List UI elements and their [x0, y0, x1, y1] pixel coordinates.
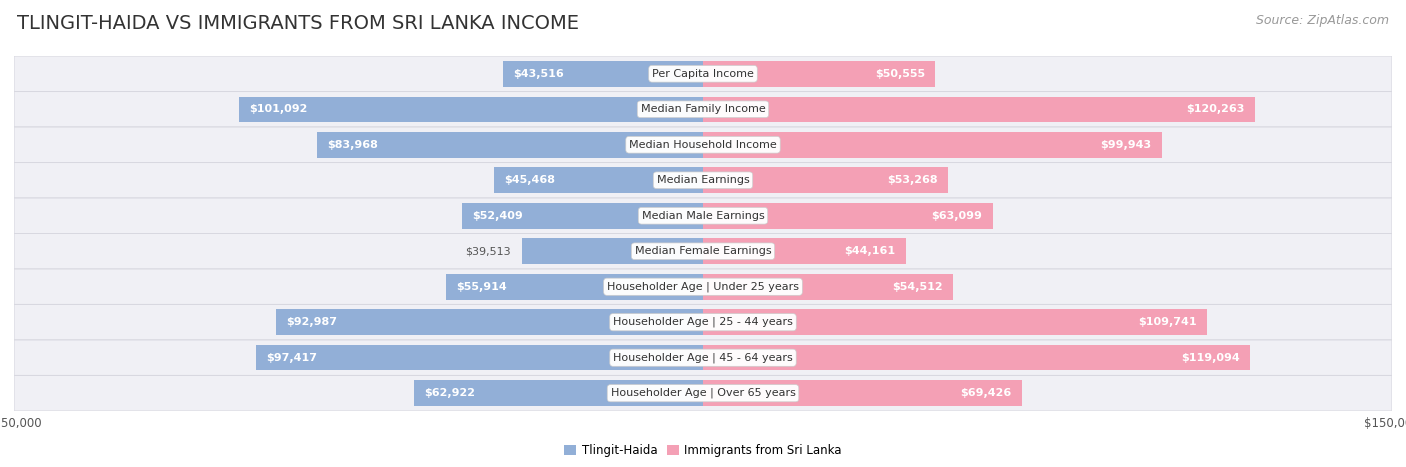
Text: $63,099: $63,099: [932, 211, 983, 221]
Bar: [522, 239, 703, 264]
Text: Median Family Income: Median Family Income: [641, 104, 765, 114]
Text: $120,263: $120,263: [1187, 104, 1246, 114]
Bar: [463, 203, 703, 228]
Text: $109,741: $109,741: [1137, 317, 1197, 327]
Bar: [703, 203, 993, 228]
Text: Median Household Income: Median Household Income: [628, 140, 778, 150]
FancyBboxPatch shape: [14, 198, 1392, 234]
Text: Householder Age | Under 25 years: Householder Age | Under 25 years: [607, 282, 799, 292]
Text: $52,409: $52,409: [472, 211, 523, 221]
Bar: [703, 239, 905, 264]
Text: Householder Age | 45 - 64 years: Householder Age | 45 - 64 years: [613, 353, 793, 363]
Text: $39,513: $39,513: [465, 246, 512, 256]
Bar: [446, 274, 703, 299]
Bar: [703, 310, 1206, 335]
Text: Source: ZipAtlas.com: Source: ZipAtlas.com: [1256, 14, 1389, 27]
FancyBboxPatch shape: [14, 340, 1392, 375]
Text: $119,094: $119,094: [1181, 353, 1240, 363]
Text: $44,161: $44,161: [845, 246, 896, 256]
Text: $62,922: $62,922: [425, 388, 475, 398]
Bar: [256, 345, 703, 370]
FancyBboxPatch shape: [14, 269, 1392, 304]
Text: Median Earnings: Median Earnings: [657, 175, 749, 185]
Bar: [703, 274, 953, 299]
Bar: [239, 97, 703, 122]
FancyBboxPatch shape: [14, 234, 1392, 269]
Text: Median Male Earnings: Median Male Earnings: [641, 211, 765, 221]
Text: $92,987: $92,987: [287, 317, 337, 327]
Bar: [703, 345, 1250, 370]
Text: $83,968: $83,968: [328, 140, 378, 150]
Text: Per Capita Income: Per Capita Income: [652, 69, 754, 79]
Text: Median Female Earnings: Median Female Earnings: [634, 246, 772, 256]
Bar: [276, 310, 703, 335]
Bar: [494, 168, 703, 193]
Text: $54,512: $54,512: [893, 282, 943, 292]
Bar: [503, 61, 703, 86]
Text: Householder Age | Over 65 years: Householder Age | Over 65 years: [610, 388, 796, 398]
FancyBboxPatch shape: [14, 92, 1392, 127]
FancyBboxPatch shape: [14, 375, 1392, 411]
FancyBboxPatch shape: [14, 56, 1392, 92]
Text: TLINGIT-HAIDA VS IMMIGRANTS FROM SRI LANKA INCOME: TLINGIT-HAIDA VS IMMIGRANTS FROM SRI LAN…: [17, 14, 579, 33]
Bar: [703, 168, 948, 193]
Text: $50,555: $50,555: [875, 69, 925, 79]
Text: $97,417: $97,417: [266, 353, 316, 363]
Legend: Tlingit-Haida, Immigrants from Sri Lanka: Tlingit-Haida, Immigrants from Sri Lanka: [560, 439, 846, 462]
Text: $55,914: $55,914: [457, 282, 508, 292]
Text: $69,426: $69,426: [960, 388, 1011, 398]
Text: $53,268: $53,268: [887, 175, 938, 185]
FancyBboxPatch shape: [14, 304, 1392, 340]
Text: $45,468: $45,468: [505, 175, 555, 185]
FancyBboxPatch shape: [14, 163, 1392, 198]
Bar: [318, 132, 703, 157]
Bar: [413, 381, 703, 406]
FancyBboxPatch shape: [14, 127, 1392, 163]
Text: Householder Age | 25 - 44 years: Householder Age | 25 - 44 years: [613, 317, 793, 327]
Bar: [703, 61, 935, 86]
Text: $99,943: $99,943: [1101, 140, 1152, 150]
Text: $101,092: $101,092: [249, 104, 308, 114]
Bar: [703, 381, 1022, 406]
Bar: [703, 132, 1161, 157]
Text: $43,516: $43,516: [513, 69, 564, 79]
Bar: [703, 97, 1256, 122]
